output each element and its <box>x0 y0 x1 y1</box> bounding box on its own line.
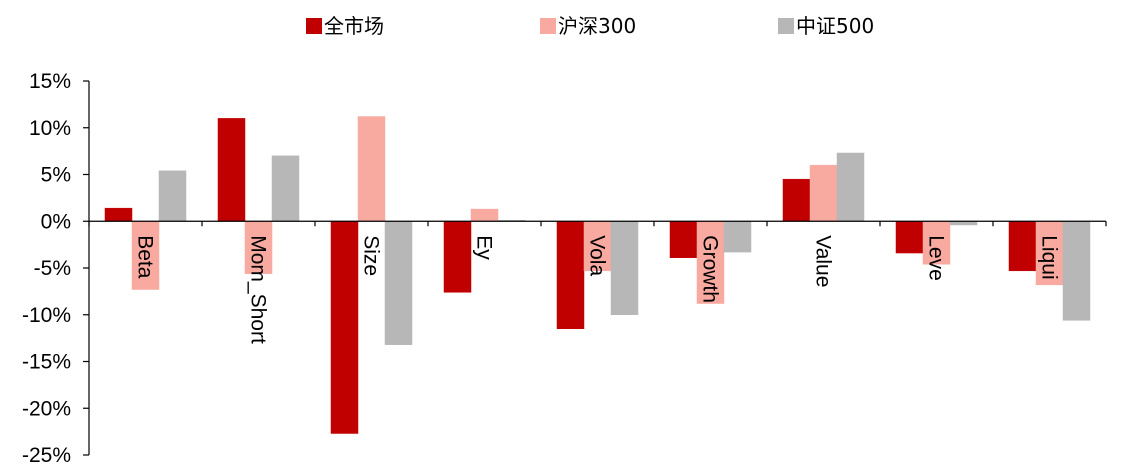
bar-vola-series-2 <box>583 221 612 272</box>
y-tick-label: -10% <box>22 304 71 327</box>
bar-value-series-1 <box>782 178 811 222</box>
bar-liqui-series-3 <box>1062 221 1091 321</box>
x-axis <box>88 220 1107 227</box>
bar-growth-series-2 <box>696 221 725 304</box>
bar-beta-series-2 <box>131 221 160 290</box>
bar-ey-series-1 <box>443 221 472 293</box>
category-label-ey: Ey <box>473 235 496 260</box>
legend: 全市场 沪深300 中证500 <box>306 14 874 38</box>
y-tick-label: -5% <box>34 257 71 280</box>
bar-mom-short-series-3 <box>271 155 300 222</box>
bar-mom-short-series-2 <box>244 221 273 274</box>
bar-leve-series-1 <box>895 221 924 254</box>
bar-ey-series-2 <box>470 208 499 222</box>
legend-swatch <box>540 18 556 34</box>
y-tick-label: -25% <box>22 444 71 467</box>
category-label-value: Value <box>812 235 835 287</box>
bar-liqui-series-2 <box>1035 221 1064 286</box>
y-axis: 15% 10% 5% 0% -5% -10% -15% -20% -25% <box>22 70 90 467</box>
legend-label: 沪深300 <box>558 14 636 38</box>
legend-swatch <box>778 18 794 34</box>
bar-growth-series-3 <box>723 221 752 253</box>
y-tick-label: 0% <box>41 210 71 233</box>
bars <box>104 116 1091 434</box>
y-tick-label: -15% <box>22 351 71 374</box>
bar-mom-short-series-1 <box>217 118 246 222</box>
bar-liqui-series-1 <box>1008 221 1037 272</box>
bar-vola-series-1 <box>556 221 585 330</box>
category-label-leve: Leve <box>925 235 948 281</box>
bar-size-series-1 <box>330 221 359 434</box>
category-label-mom-short: Mom_Short <box>247 235 270 344</box>
legend-label: 中证500 <box>796 14 874 38</box>
legend-swatch <box>306 18 322 34</box>
y-tick-label: 15% <box>29 70 71 93</box>
category-labels: Beta Mom_Short Size Ey Vola Growth Value Leve Li… <box>134 235 1061 344</box>
bar-leve-series-2 <box>922 221 951 265</box>
bar-size-series-3 <box>384 221 413 345</box>
category-label-growth: Growth <box>699 235 722 303</box>
category-label-vola: Vola <box>586 235 609 276</box>
bar-vola-series-3 <box>610 221 639 315</box>
bar-value-series-2 <box>809 164 838 222</box>
bar-growth-series-1 <box>669 221 698 258</box>
bar-value-series-3 <box>836 152 865 222</box>
bar-beta-series-3 <box>158 170 187 222</box>
bar-beta-series-1 <box>104 207 133 222</box>
category-label-beta: Beta <box>134 235 157 279</box>
y-tick-label: 5% <box>41 164 71 187</box>
category-label-liqui: Liqui <box>1038 235 1061 279</box>
y-tick-label: -20% <box>22 397 71 420</box>
bar-size-series-2 <box>357 116 386 222</box>
y-tick-label: 10% <box>29 117 71 140</box>
legend-label: 全市场 <box>324 14 384 38</box>
category-label-size: Size <box>360 235 383 276</box>
